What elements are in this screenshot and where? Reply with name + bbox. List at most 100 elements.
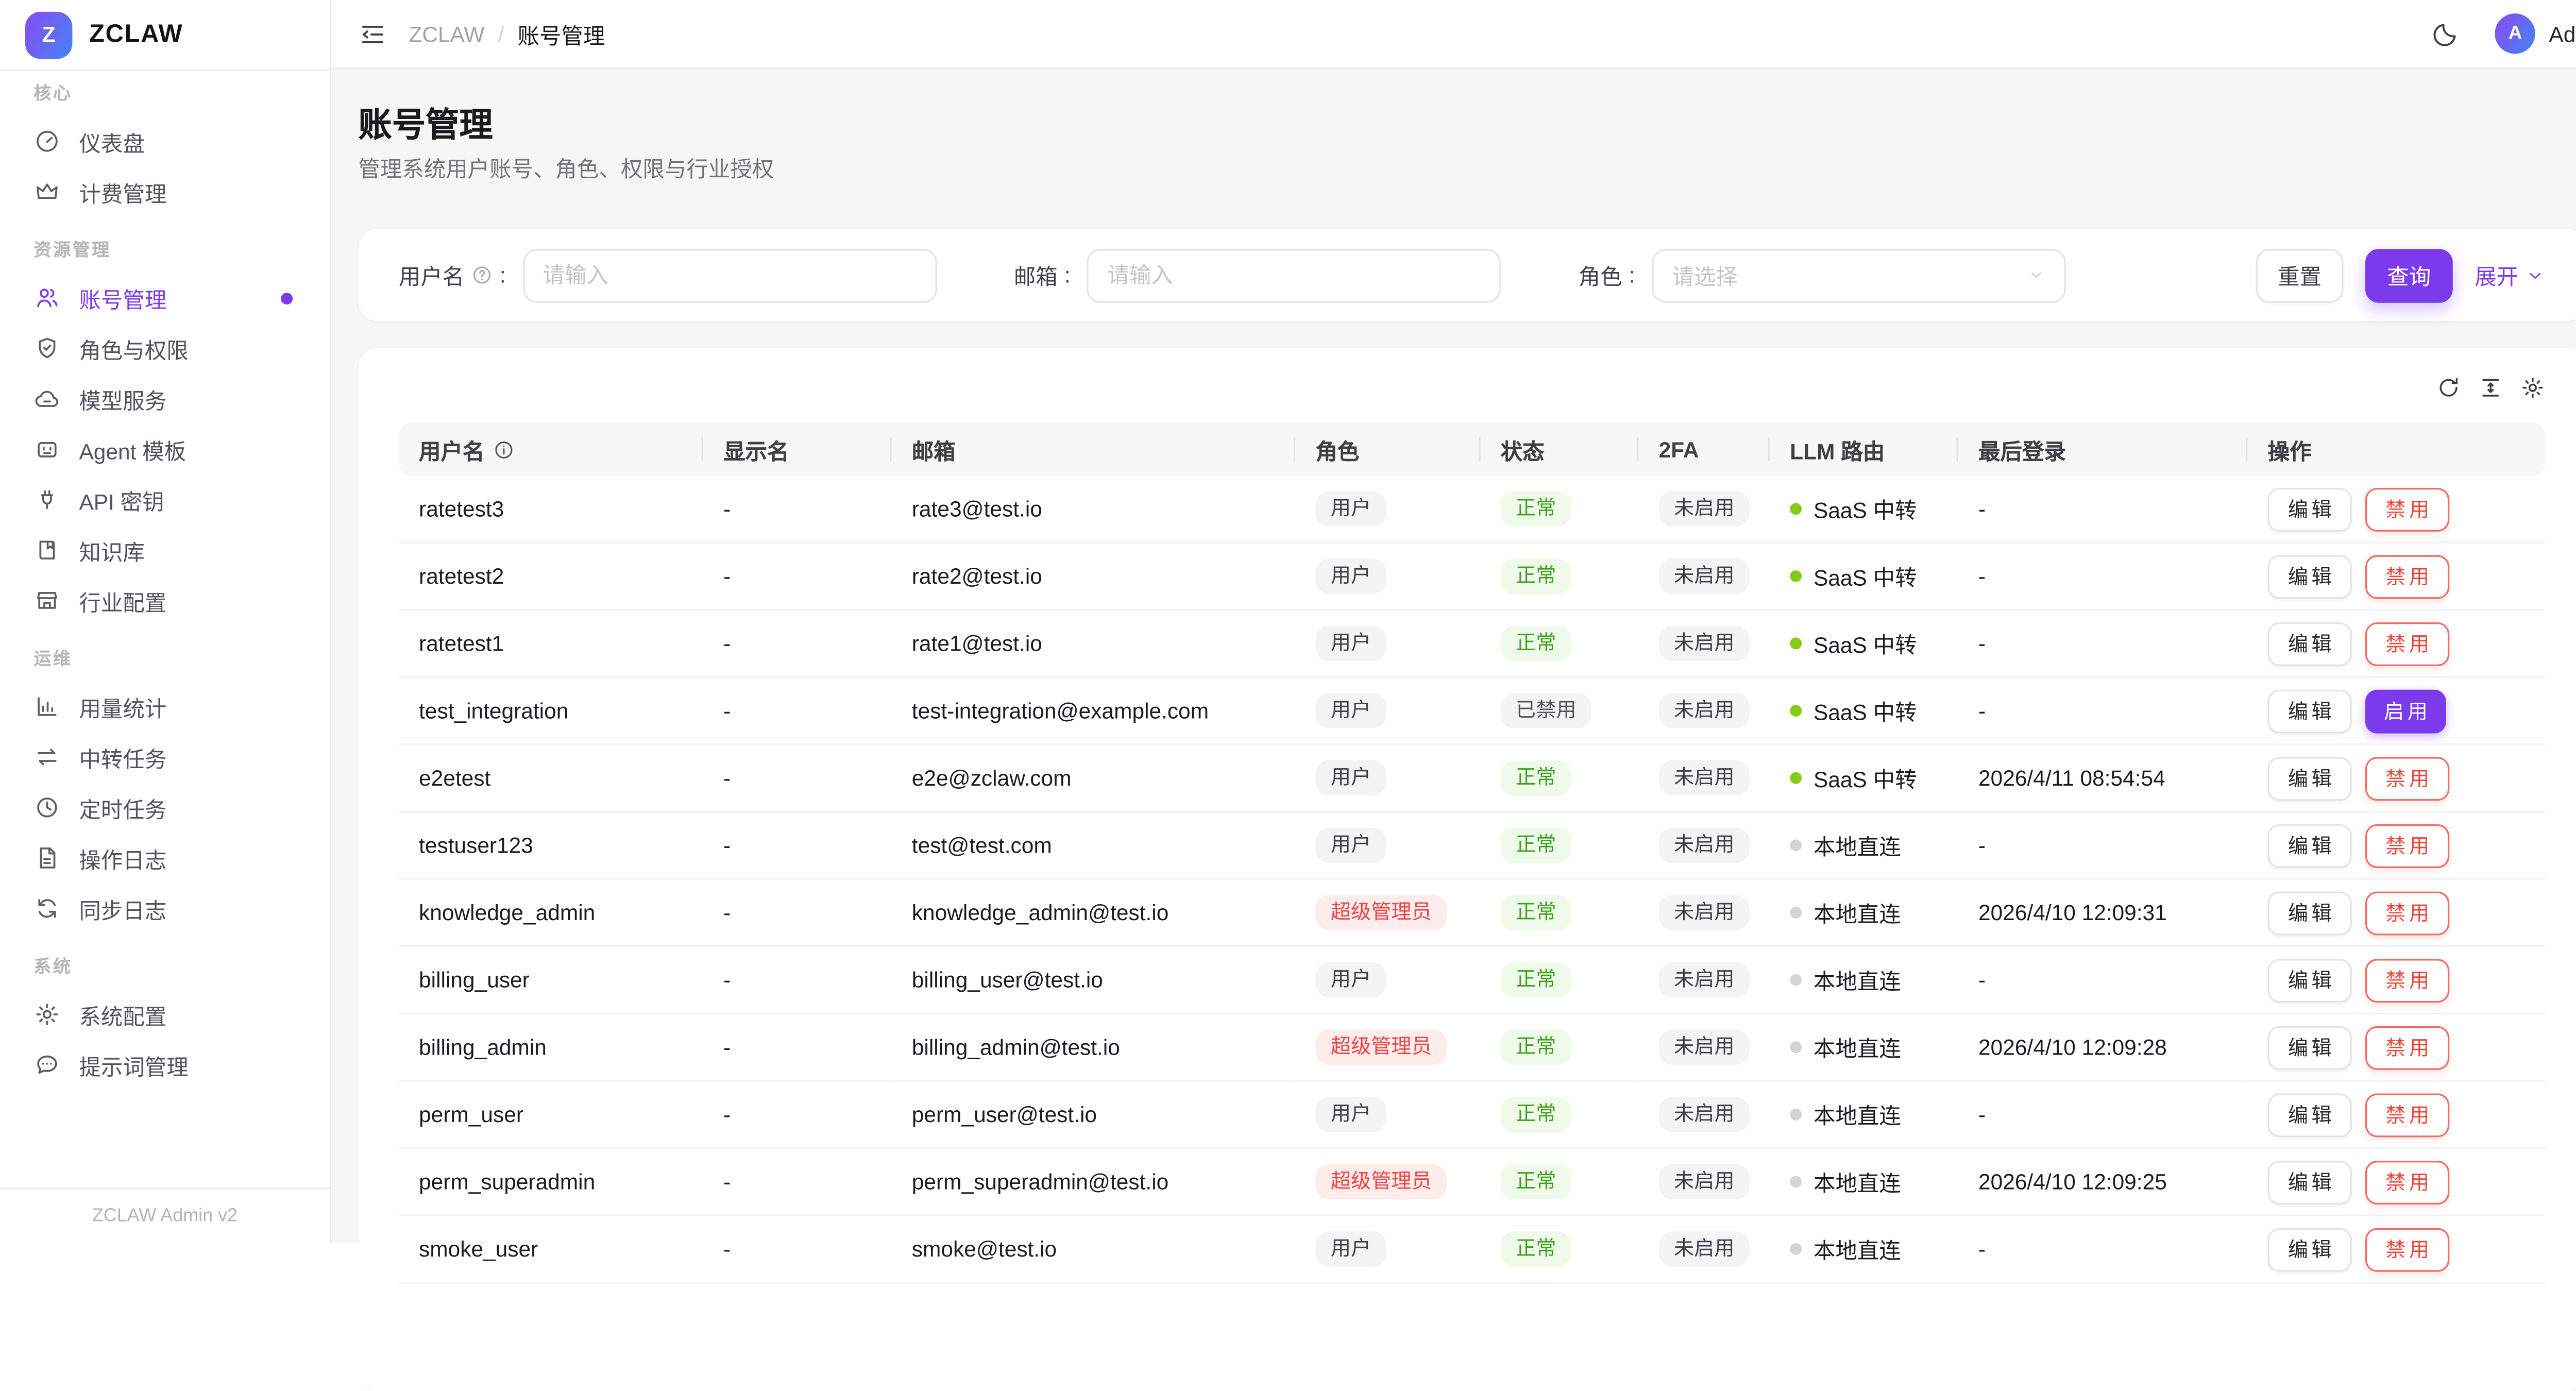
breadcrumb-separator: /: [498, 21, 504, 46]
route-status-dot: [1790, 839, 1802, 852]
status-badge: 正常: [1500, 962, 1571, 998]
2fa-badge: 未启用: [1658, 1029, 1750, 1065]
disable-button[interactable]: 禁用: [2365, 621, 2450, 666]
sidebar-item-models[interactable]: 模型服务: [20, 374, 310, 424]
username-filter-label: 用户名 :: [398, 262, 506, 290]
breadcrumb: ZCLAW / 账号管理: [409, 18, 605, 49]
chat-icon: [33, 1051, 60, 1078]
cell-username: perm_user: [398, 1082, 703, 1149]
cell-2fa: 未启用: [1638, 880, 1770, 947]
question-circle-icon[interactable]: [471, 264, 493, 286]
sidebar-item-accounts[interactable]: 账号管理: [20, 273, 310, 323]
cell-actions: 编辑 禁用: [2247, 610, 2546, 678]
reset-button[interactable]: 重置: [2256, 248, 2344, 302]
edit-button[interactable]: 编辑: [2267, 1160, 2352, 1204]
app-window: Z ZCLAW 核心 仪表盘 计费管理 资源管理 账号管理 角色与权限 模型服务 Agent …: [0, 0, 2576, 1284]
username-input[interactable]: [522, 248, 937, 302]
cell-display-name: -: [703, 1082, 892, 1149]
cell-actions: 编辑 禁用: [2247, 476, 2546, 544]
disable-button[interactable]: 禁用: [2365, 1025, 2450, 1070]
disable-button[interactable]: 禁用: [2365, 554, 2450, 598]
email-input[interactable]: [1087, 248, 1501, 302]
sidebar-item-dashboard[interactable]: 仪表盘: [20, 116, 310, 166]
edit-button[interactable]: 编辑: [2267, 487, 2352, 531]
status-badge: 正常: [1500, 558, 1571, 594]
density-icon[interactable]: [2478, 375, 2503, 400]
breadcrumb-current: 账号管理: [517, 23, 605, 48]
cell-username: ratetest2: [398, 544, 703, 611]
table-row: e2etest - e2e@zclaw.com 用户 正常 未启用 SaaS 中转 2026/…: [398, 745, 2546, 813]
sidebar-item-knowledge[interactable]: 知识库: [20, 525, 310, 575]
doc-icon: [33, 844, 60, 871]
refresh-icon[interactable]: [2436, 375, 2461, 400]
sidebar-item-op-logs[interactable]: 操作日志: [20, 833, 310, 883]
edit-button[interactable]: 编辑: [2267, 1227, 2352, 1271]
cell-last-login: -: [1958, 678, 2248, 745]
edit-button[interactable]: 编辑: [2267, 756, 2352, 800]
edit-button[interactable]: 编辑: [2267, 689, 2352, 733]
sidebar: Z ZCLAW 核心 仪表盘 计费管理 资源管理 账号管理 角色与权限 模型服务 Agent …: [0, 0, 332, 1244]
sidebar-item-system-config[interactable]: 系统配置: [20, 989, 310, 1040]
disable-button[interactable]: 禁用: [2365, 1092, 2450, 1136]
disable-button[interactable]: 禁用: [2365, 756, 2450, 800]
cell-username: e2etest: [398, 745, 703, 813]
status-badge: 正常: [1500, 625, 1571, 661]
avatar-initial: A: [2509, 23, 2522, 44]
role-badge: 用户: [1315, 760, 1386, 796]
route-status-dot: [1790, 570, 1802, 582]
2fa-badge: 未启用: [1658, 760, 1750, 796]
sidebar-item-relay-tasks[interactable]: 中转任务: [20, 732, 310, 782]
cell-last-login: 2026/4/10 12:09:28: [1958, 1014, 2248, 1082]
filter-bar: 用户名 : 邮箱 : 角色 : 请选择: [358, 229, 2576, 321]
disable-button[interactable]: 禁用: [2365, 487, 2450, 531]
cell-last-login: 2026/4/10 12:09:31: [1958, 880, 2248, 947]
plug-icon: [33, 486, 60, 513]
cell-llm-route: 本地直连: [1770, 1082, 1958, 1149]
menu-fold-icon[interactable]: [359, 20, 387, 48]
sidebar-item-sync-logs[interactable]: 同步日志: [20, 883, 310, 934]
sidebar-item-cron-tasks[interactable]: 定时任务: [20, 782, 310, 833]
cell-llm-route: SaaS 中转: [1770, 544, 1958, 611]
edit-button[interactable]: 编辑: [2267, 554, 2352, 598]
cell-display-name: -: [703, 947, 892, 1014]
sidebar-item-agent-templates[interactable]: Agent 模板: [20, 424, 310, 474]
cell-2fa: 未启用: [1638, 812, 1770, 880]
edit-button[interactable]: 编辑: [2267, 1092, 2352, 1136]
info-circle-icon[interactable]: [493, 438, 515, 460]
sidebar-item-billing[interactable]: 计费管理: [20, 166, 310, 217]
edit-button[interactable]: 编辑: [2267, 1025, 2352, 1070]
role-select[interactable]: 请选择: [1652, 248, 2066, 302]
edit-button[interactable]: 编辑: [2267, 958, 2352, 1002]
edit-button[interactable]: 编辑: [2267, 890, 2352, 935]
sidebar-item-api-keys[interactable]: API 密钥: [20, 474, 310, 525]
sidebar-item-industry[interactable]: 行业配置: [20, 575, 310, 626]
table-row: smoke_user - smoke@test.io 用户 正常 未启用 本地直连 - 编辑 禁用: [398, 1216, 2546, 1284]
search-button[interactable]: 查询: [2365, 248, 2453, 302]
edit-button[interactable]: 编辑: [2267, 823, 2352, 868]
dark-mode-toggle-icon[interactable]: [2431, 20, 2460, 48]
user-name[interactable]: Admin: [2549, 21, 2576, 46]
role-badge: 用户: [1315, 625, 1386, 661]
role-badge: 用户: [1315, 827, 1386, 863]
cell-email: rate1@test.io: [891, 610, 1296, 678]
disable-button[interactable]: 禁用: [2365, 890, 2450, 935]
edit-button[interactable]: 编辑: [2267, 621, 2352, 666]
breadcrumb-root[interactable]: ZCLAW: [409, 21, 485, 46]
sidebar-item-roles[interactable]: 角色与权限: [20, 323, 310, 374]
cell-last-login: 2026/4/10 12:09:25: [1958, 1149, 2248, 1216]
expand-toggle[interactable]: 展开: [2475, 259, 2545, 291]
disable-button[interactable]: 禁用: [2365, 1227, 2450, 1271]
table-row: perm_user - perm_user@test.io 用户 正常 未启用 本地直连 - 编…: [398, 1082, 2546, 1149]
disable-button[interactable]: 禁用: [2365, 823, 2450, 868]
disable-button[interactable]: 禁用: [2365, 1160, 2450, 1204]
role-badge: 用户: [1315, 491, 1386, 527]
cell-actions: 编辑 禁用: [2247, 812, 2546, 880]
cell-username: billing_admin: [398, 1014, 703, 1082]
sidebar-item-prompts[interactable]: 提示词管理: [20, 1040, 310, 1090]
settings-icon[interactable]: [2520, 375, 2545, 400]
avatar[interactable]: A: [2495, 13, 2536, 54]
disable-button[interactable]: 禁用: [2365, 958, 2450, 1002]
enable-button[interactable]: 启用: [2365, 689, 2446, 733]
sidebar-item-usage[interactable]: 用量统计: [20, 681, 310, 732]
cell-llm-route: 本地直连: [1770, 812, 1958, 880]
